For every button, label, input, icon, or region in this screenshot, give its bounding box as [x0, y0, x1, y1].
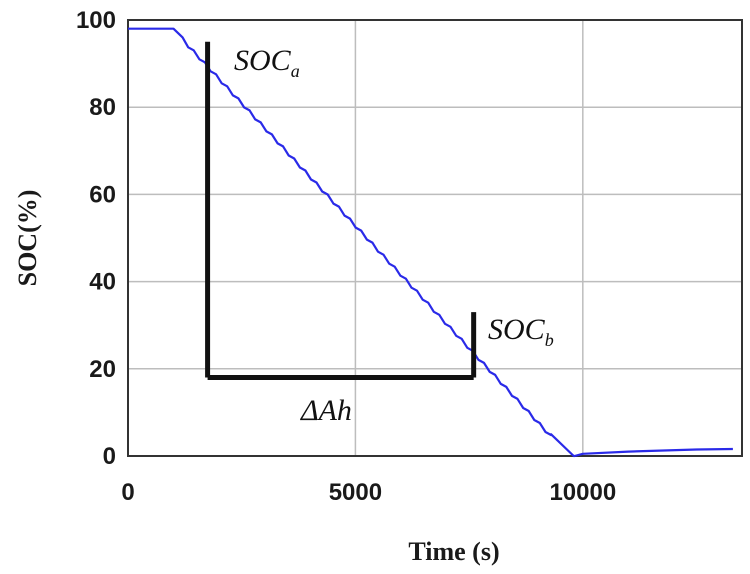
soc-b-subscript: b [545, 330, 554, 350]
series-layer [128, 27, 733, 458]
y-tick-label: 0 [103, 443, 116, 470]
soc-b-base: SOC [488, 313, 546, 346]
y-tick-label: 80 [89, 94, 116, 121]
soc-b-annotation: SOCb [488, 313, 554, 350]
grid-lines [128, 20, 742, 456]
tick-labels: 0 5000 10000 0 20 40 60 80 100 [76, 7, 616, 506]
soc-a-annotation: SOCa [234, 44, 300, 81]
y-tick-label: 100 [76, 7, 116, 34]
plot-frame [127, 19, 743, 457]
soc-a-subscript: a [291, 61, 300, 81]
x-tick-label: 0 [121, 479, 134, 506]
y-tick-label: 40 [89, 269, 116, 296]
soc-a-base: SOC [234, 44, 292, 77]
y-axis-label: SOC(%) [13, 190, 42, 287]
y-tick-label: 60 [89, 181, 116, 208]
x-tick-label: 5000 [329, 479, 382, 506]
delta-ah-bracket [205, 41, 477, 381]
soc-series-line [128, 27, 733, 458]
y-tick-label: 20 [89, 356, 116, 383]
x-axis-label: Time (s) [408, 537, 499, 566]
delta-ah-annotation: ΔAh [300, 394, 352, 427]
x-tick-label: 10000 [549, 479, 616, 506]
